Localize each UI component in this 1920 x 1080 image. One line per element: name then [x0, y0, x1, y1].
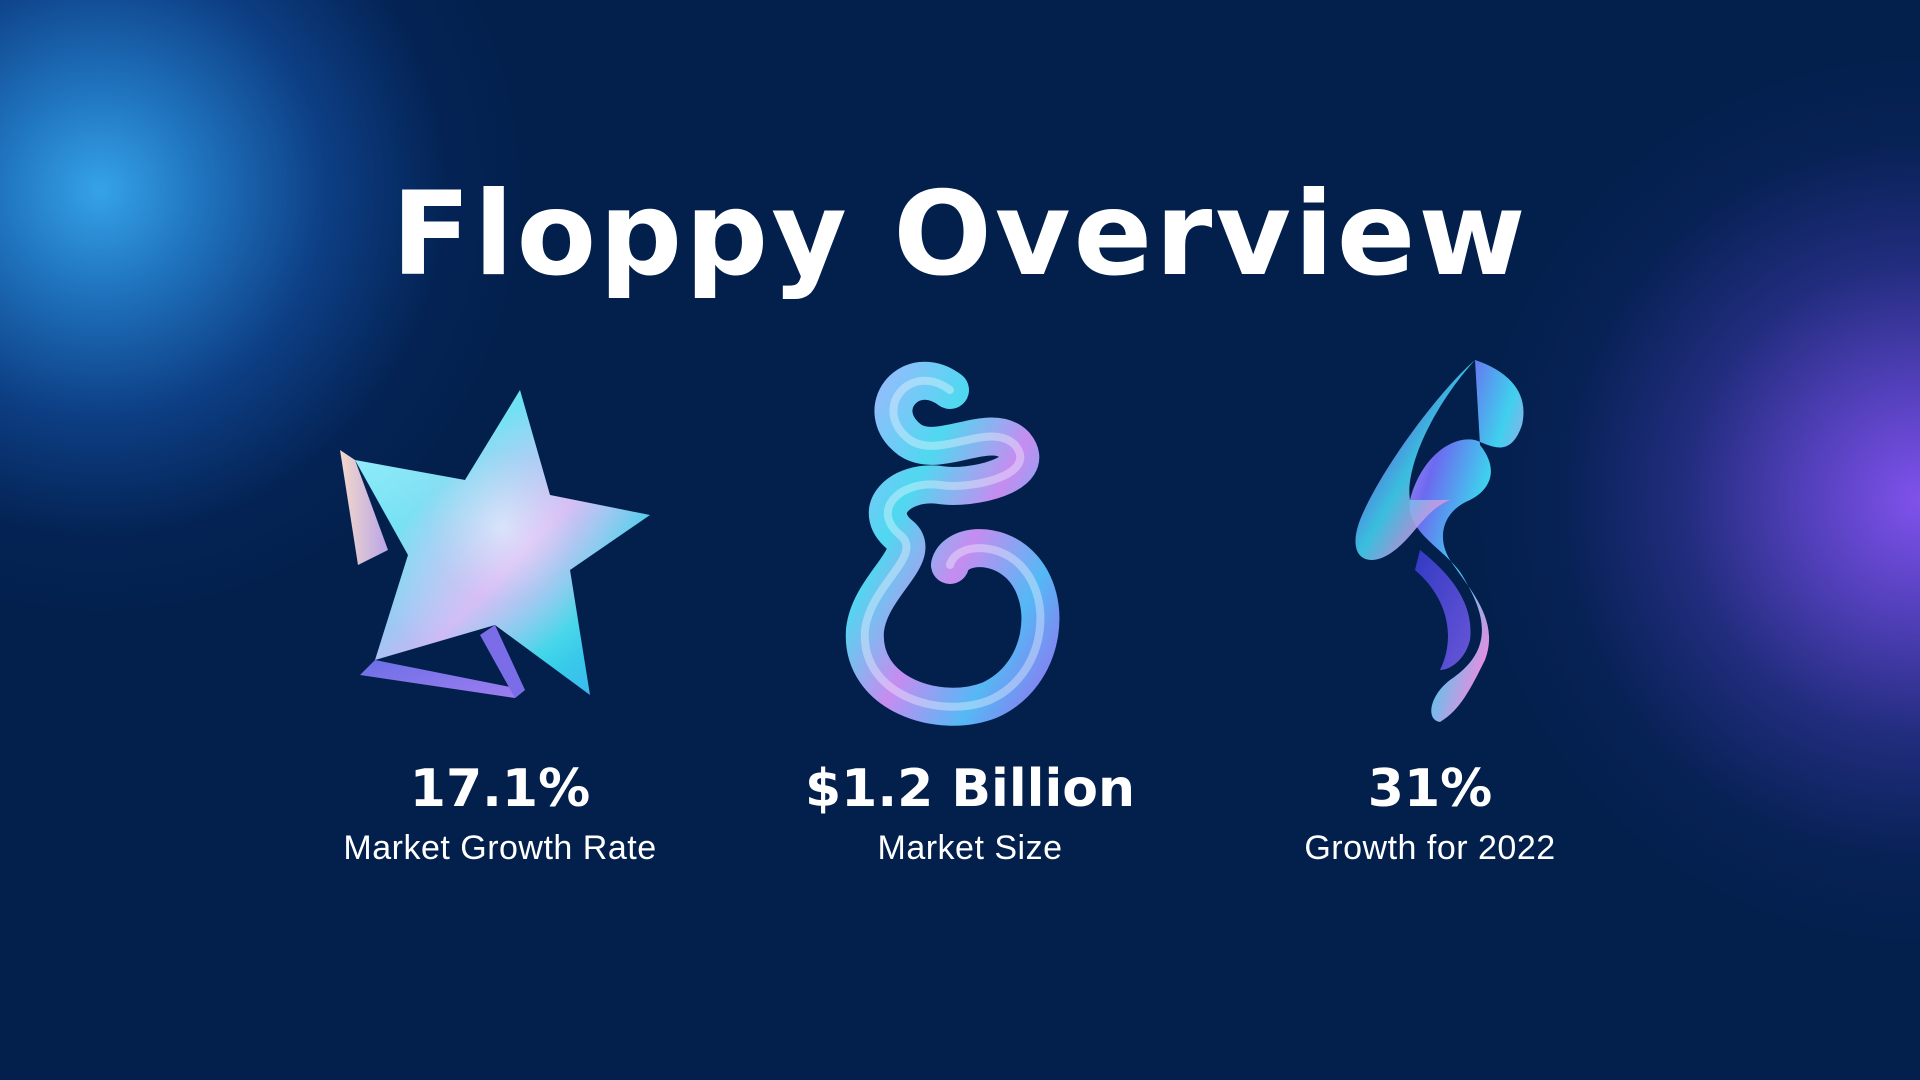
stat-market-size: $1.2 Billion Market Size: [710, 752, 1230, 870]
stat-label: Market Growth Rate: [343, 829, 657, 867]
stat-value: $1.2 Billion: [804, 759, 1136, 819]
stat-value: 31%: [1367, 759, 1493, 819]
slide-title: Floppy Overview: [391, 167, 1529, 302]
stat-value: 17.1%: [409, 759, 591, 819]
stat-growth-2022: 31% Growth for 2022: [1170, 752, 1690, 870]
holographic-ribbon-icon: [1355, 360, 1524, 722]
stat-label: Market Size: [877, 829, 1063, 867]
holographic-swirl-icon: [845, 361, 1060, 726]
holographic-star-icon: [340, 390, 650, 698]
stat-label: Growth for 2022: [1304, 829, 1556, 867]
stat-market-growth-rate: 17.1% Market Growth Rate: [240, 752, 760, 870]
